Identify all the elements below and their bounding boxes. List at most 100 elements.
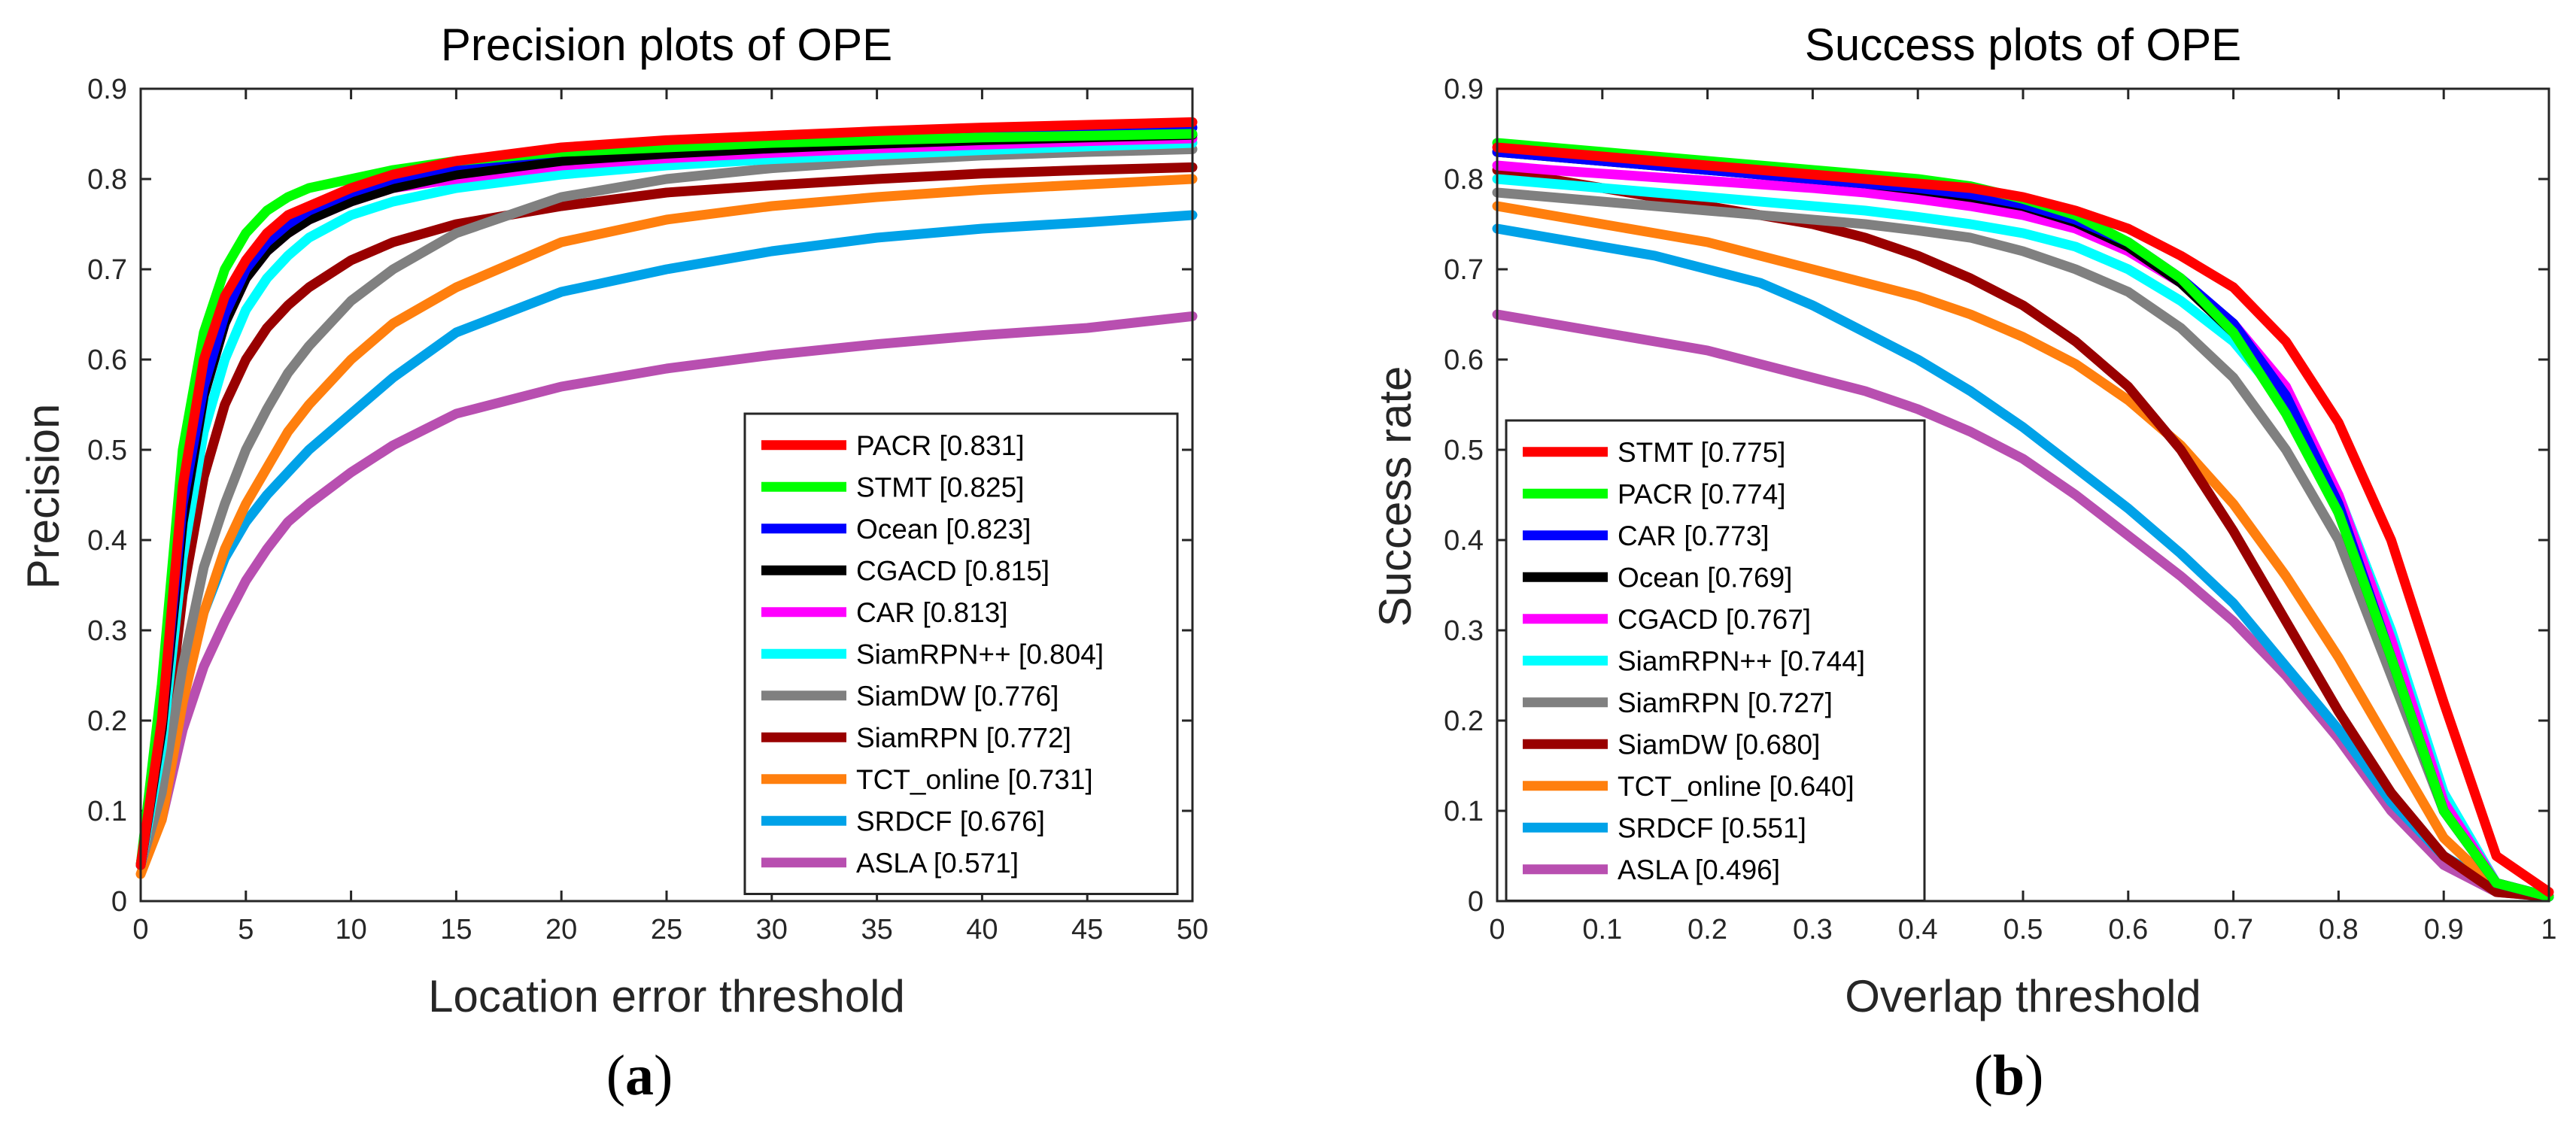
- y-tick-label: 0.3: [87, 615, 127, 647]
- x-tick-label: 5: [238, 914, 254, 945]
- series-line-asla: [135, 311, 1198, 870]
- series-line-asla: [1492, 309, 2554, 902]
- series-line-tct-online: [1492, 201, 2554, 902]
- x-tick-label: 0.8: [2319, 914, 2359, 945]
- x-tick-label: 0.7: [2213, 914, 2253, 945]
- y-tick-label: 0.4: [1444, 525, 1484, 557]
- x-tick-label: 0.6: [2108, 914, 2148, 945]
- panel-b-ylabel: Success rate: [1370, 366, 1420, 627]
- x-tick-label: 20: [545, 914, 577, 945]
- legend-label-asla: ASLA [0.571]: [856, 848, 1019, 879]
- panel-b-xlabel: Overlap threshold: [1845, 971, 2201, 1021]
- panel-b-title: Success plots of OPE: [1805, 20, 2241, 70]
- panel-b-success-plot: Success plots of OPE Overlap threshold S…: [1370, 20, 2557, 1021]
- panel-a-precision-plot: Precision plots of OPE Location error th…: [18, 20, 1208, 1021]
- panel-a-title: Precision plots of OPE: [441, 20, 892, 70]
- y-tick-label: 0.6: [87, 344, 127, 376]
- panel-a-x-tick-labels: 0 5 10 15 20 25 30 35 40 45 50: [132, 914, 1208, 945]
- panel-a-series-lines: [135, 117, 1198, 879]
- x-tick-label: 50: [1177, 914, 1208, 945]
- caption-b-text: (b): [1974, 1044, 2044, 1107]
- legend-label-tct-online: TCT_online [0.731]: [856, 764, 1093, 795]
- x-tick-label: 45: [1071, 914, 1103, 945]
- y-tick-label: 0.4: [87, 525, 127, 557]
- panel-a-legend: PACR [0.831] STMT [0.825] Ocean [0.823] CGA…: [743, 412, 1179, 895]
- legend-label-ocean: Ocean [0.769]: [1618, 562, 1792, 593]
- caption-b: (b): [1974, 1044, 2044, 1107]
- legend-label-cgacd: CGACD [0.815]: [856, 555, 1050, 586]
- x-tick-label: 25: [651, 914, 682, 945]
- legend-label-siamrpn-: SiamRPN++ [0.744]: [1618, 645, 1865, 676]
- x-tick-label: 0.1: [1582, 914, 1622, 945]
- y-tick-label: 0.5: [1444, 435, 1484, 466]
- y-tick-label: 0.9: [87, 74, 127, 105]
- legend-label-pacr: PACR [0.831]: [856, 430, 1024, 461]
- legend-label-srdcf: SRDCF [0.676]: [856, 806, 1045, 836]
- x-tick-label: 40: [966, 914, 998, 945]
- y-tick-label: 0.5: [87, 435, 127, 466]
- series-line-srdcf: [1492, 223, 2554, 902]
- y-tick-label: 0.7: [87, 254, 127, 286]
- legend-label-car: CAR [0.773]: [1618, 521, 1769, 551]
- legend-label-stmt: STMT [0.775]: [1618, 437, 1785, 468]
- legend-label-srdcf: SRDCF [0.551]: [1618, 812, 1806, 843]
- x-tick-label: 15: [440, 914, 472, 945]
- y-tick-label: 0.1: [1444, 796, 1484, 827]
- legend-label-siamrpn-: SiamRPN++ [0.804]: [856, 639, 1104, 669]
- panel-b-y-tick-labels: 0 0.1 0.2 0.3 0.4 0.5 0.6 0.7 0.8 0.9: [1444, 74, 1484, 918]
- caption-a: (a): [606, 1044, 673, 1107]
- x-tick-label: 0: [1489, 914, 1505, 945]
- panel-b-legend: STMT [0.775] PACR [0.774] CAR [0.773] Ocean…: [1505, 419, 1926, 902]
- x-tick-label: 0.3: [1793, 914, 1833, 945]
- panel-b-x-tick-labels: 0 0.1 0.2 0.3 0.4 0.5 0.6 0.7 0.8 0.9 1: [1489, 914, 2556, 945]
- x-tick-label: 0.4: [1898, 914, 1938, 945]
- legend-label-siamrpn: SiamRPN [0.772]: [856, 722, 1071, 753]
- x-tick-label: 35: [861, 914, 892, 945]
- y-tick-label: 0.9: [1444, 74, 1484, 105]
- caption-a-text: (a): [606, 1044, 673, 1107]
- y-tick-label: 0.3: [1444, 615, 1484, 647]
- x-tick-label: 10: [335, 914, 366, 945]
- panel-a-xlabel: Location error threshold: [428, 971, 905, 1021]
- y-tick-label: 0: [111, 886, 127, 918]
- legend-label-tct-online: TCT_online [0.640]: [1618, 771, 1855, 802]
- panel-a-y-tick-labels: 0 0.1 0.2 0.3 0.4 0.5 0.6 0.7 0.8 0.9: [87, 74, 127, 918]
- panel-a-ylabel: Precision: [18, 404, 68, 590]
- legend-label-ocean: Ocean [0.823]: [856, 514, 1031, 545]
- legend-label-siamdw: SiamDW [0.776]: [856, 681, 1059, 712]
- legend-label-siamrpn: SiamRPN [0.727]: [1618, 687, 1833, 718]
- series-line-pacr: [135, 117, 1198, 870]
- legend-label-pacr: PACR [0.774]: [1618, 478, 1785, 509]
- x-tick-label: 0.5: [2003, 914, 2043, 945]
- y-tick-label: 0.8: [87, 164, 127, 196]
- panel-a-axes-frame: [139, 87, 1194, 903]
- legend-label-siamdw: SiamDW [0.680]: [1618, 729, 1820, 760]
- y-tick-label: 0.6: [1444, 344, 1484, 376]
- series-line-siamrpn: [135, 162, 1198, 870]
- series-line-siamdw: [135, 144, 1198, 870]
- x-tick-label: 0.2: [1687, 914, 1727, 945]
- series-line-siamrpn-: [135, 138, 1198, 870]
- panel-b-series-lines: [1492, 138, 2554, 902]
- y-tick-label: 0.2: [1444, 706, 1484, 737]
- x-tick-label: 30: [756, 914, 788, 945]
- y-tick-label: 0: [1468, 886, 1484, 918]
- panel-b-axes-frame: [1496, 87, 2550, 903]
- x-tick-label: 0: [132, 914, 148, 945]
- y-tick-label: 0.1: [87, 796, 127, 827]
- y-tick-label: 0.7: [1444, 254, 1484, 286]
- x-tick-label: 0.9: [2424, 914, 2464, 945]
- legend-label-stmt: STMT [0.825]: [856, 472, 1024, 502]
- x-tick-label: 1: [2541, 914, 2556, 945]
- legend-label-asla: ASLA [0.496]: [1618, 854, 1780, 885]
- series-line-siamrpn: [1492, 187, 2554, 902]
- series-line-stmt: [1492, 142, 2554, 897]
- legend-label-car: CAR [0.813]: [856, 597, 1008, 628]
- y-tick-label: 0.2: [87, 706, 127, 737]
- y-tick-label: 0.8: [1444, 164, 1484, 196]
- series-line-siamdw: [1492, 165, 2554, 902]
- series-line-tct-online: [135, 174, 1198, 879]
- legend-label-cgacd: CGACD [0.767]: [1618, 604, 1811, 635]
- series-line-stmt: [135, 129, 1198, 870]
